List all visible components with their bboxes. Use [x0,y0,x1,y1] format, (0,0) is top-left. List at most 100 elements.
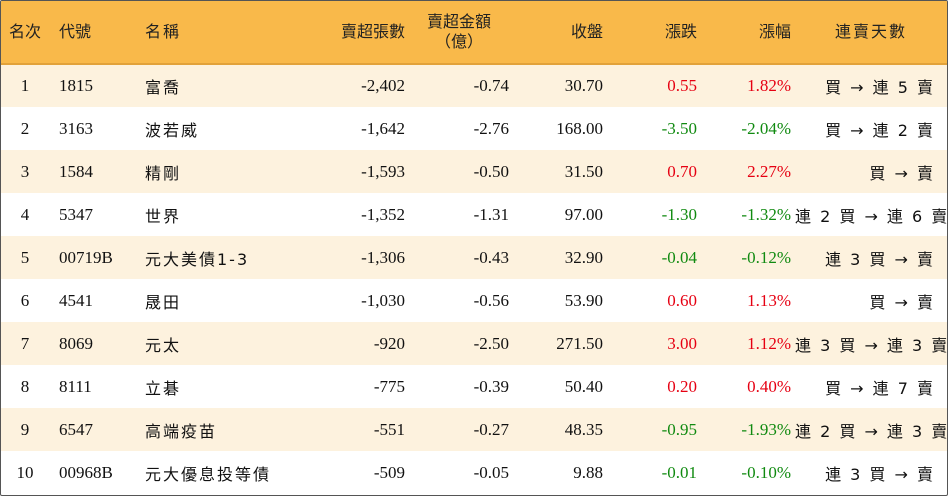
cell-rank: 1 [20,76,30,95]
cell-name[interactable]: 元大優息投等債 [145,464,272,484]
cell-streak: 連 3 買 → 賣 [825,249,935,269]
header-streak[interactable]: 連賣天數 [834,22,907,41]
cell-sell-volume: -920 [373,333,405,353]
table-row[interactable]: 10 00968B 元大優息投等債 -509 -0.05 9.88 -0.01 -0.10% 連… [1,451,947,494]
cell-sell-volume: -2,402 [361,76,405,95]
table-row[interactable]: 4 5347 世界 -1,352 -1.31 97.00 -1.30 -1.32% 連 2 買 … [1,193,947,236]
cell-name[interactable]: 世界 [145,206,182,226]
cell-change-pct: 1.12% [747,333,791,353]
cell-rank: 4 [20,204,30,224]
cell-change-pct: -0.12% [741,247,791,267]
cell-streak: 買 → 賣 [869,292,935,312]
table-row[interactable]: 9 6547 高端疫苗 -551 -0.27 48.35 -0.95 -1.93% 連 2 買 … [1,408,947,451]
header-sell-amount-line1: 賣超金額 [426,12,491,31]
header-sell-amount[interactable]: 賣超金額 （億） [409,1,513,64]
cell-name[interactable]: 富喬 [145,78,182,97]
cell-sell-volume: -1,306 [361,247,405,267]
cell-change: 0.20 [667,376,697,396]
cell-sell-amount: -0.74 [473,76,509,95]
cell-code[interactable]: 1584 [59,161,93,181]
cell-change-pct: 1.82% [747,76,791,95]
cell-name[interactable]: 立碁 [145,378,182,398]
cell-streak: 買 → 連 7 賣 [825,378,935,398]
cell-sell-amount: -1.31 [473,204,509,224]
cell-sell-amount: -0.27 [473,419,509,439]
cell-close: 53.90 [564,290,603,310]
cell-sell-volume: -1,030 [361,290,405,310]
cell-sell-amount: -0.56 [473,290,509,310]
cell-change: -3.50 [661,118,697,138]
table-row[interactable]: 1 1815 富喬 -2,402 -0.74 30.70 0.55 1.82% 買 → 連 5 … [1,64,947,107]
cell-change-pct: -1.32% [741,204,791,224]
header-change[interactable]: 漲跌 [664,22,697,41]
cell-sell-volume: -509 [373,462,405,482]
cell-sell-amount: -0.39 [473,376,509,396]
cell-streak: 買 → 賣 [869,163,935,183]
table-row[interactable]: 2 3163 波若威 -1,642 -2.76 168.00 -3.50 -2.04% 買 → … [1,107,947,150]
cell-name[interactable]: 元大美債1-3 [145,249,250,269]
table-header: 名次 代號 名稱 賣超張數 賣超金額 （億） 收盤 漲跌 漲幅 連賣天數 [1,1,947,64]
header-code[interactable]: 代號 [59,22,92,41]
cell-close: 97.00 [564,204,603,224]
cell-code[interactable]: 1815 [59,76,93,95]
cell-sell-amount: -2.50 [473,333,509,353]
cell-streak: 買 → 連 5 賣 [825,78,935,97]
cell-streak: 買 → 連 2 賣 [825,120,935,140]
header-name[interactable]: 名稱 [145,22,182,41]
cell-streak: 連 2 買 → 連 3 賣 [795,421,948,441]
cell-code[interactable]: 8069 [59,333,93,353]
cell-rank: 9 [20,419,30,439]
cell-change: 0.55 [667,76,697,95]
cell-close: 168.00 [556,118,603,138]
cell-code[interactable]: 8111 [59,376,92,396]
cell-sell-volume: -1,642 [361,118,405,138]
cell-close: 9.88 [573,462,603,482]
cell-close: 271.50 [556,333,603,353]
cell-close: 31.50 [564,161,603,181]
cell-rank: 2 [20,118,30,138]
cell-code[interactable]: 6547 [59,419,93,439]
cell-change: 3.00 [667,333,697,353]
cell-change-pct: 1.13% [747,290,791,310]
cell-change-pct: -0.10% [741,462,791,482]
cell-sell-volume: -775 [373,376,405,396]
cell-name[interactable]: 波若威 [145,120,200,140]
cell-change-pct: -2.04% [741,118,791,138]
cell-rank: 10 [16,462,34,482]
cell-code[interactable]: 00719B [59,247,113,267]
table-row[interactable]: 8 8111 立碁 -775 -0.39 50.40 0.20 0.40% 買 → 連 7 賣 [1,365,947,408]
cell-streak: 連 3 買 → 連 3 賣 [795,335,948,355]
cell-code[interactable]: 4541 [59,290,93,310]
header-change-pct[interactable]: 漲幅 [758,22,791,41]
cell-close: 30.70 [564,76,603,95]
cell-code[interactable]: 00968B [59,462,113,482]
cell-change-pct: -1.93% [741,419,791,439]
cell-change: -0.01 [661,462,697,482]
header-rank[interactable]: 名次 [8,22,41,41]
table-body: 1 1815 富喬 -2,402 -0.74 30.70 0.55 1.82% 買 → 連 5 … [1,64,947,494]
cell-name[interactable]: 精剛 [145,163,182,183]
cell-name[interactable]: 高端疫苗 [145,421,218,441]
cell-sell-amount: -0.05 [473,462,509,482]
table-row[interactable]: 3 1584 精剛 -1,593 -0.50 31.50 0.70 2.27% 買 → 賣 [1,150,947,193]
table-row[interactable]: 5 00719B 元大美債1-3 -1,306 -0.43 32.90 -0.04 -0.12… [1,236,947,279]
cell-streak: 連 3 買 → 賣 [825,464,935,484]
table-row[interactable]: 6 4541 晟田 -1,030 -0.56 53.90 0.60 1.13% 買 → 賣 [1,279,947,322]
cell-streak: 連 2 買 → 連 6 賣 [795,206,948,226]
cell-code[interactable]: 3163 [59,118,93,138]
cell-change: 0.60 [667,290,697,310]
cell-name[interactable]: 晟田 [145,292,182,312]
table-row[interactable]: 7 8069 元太 -920 -2.50 271.50 3.00 1.12% 連 3 買 → 連… [1,322,947,365]
cell-rank: 6 [20,290,30,310]
cell-rank: 7 [20,333,30,353]
cell-sell-volume: -551 [373,419,405,439]
cell-sell-volume: -1,352 [361,204,405,224]
cell-name[interactable]: 元太 [145,335,182,355]
cell-close: 50.40 [564,376,603,396]
cell-rank: 8 [20,376,30,396]
header-close[interactable]: 收盤 [570,22,603,41]
cell-code[interactable]: 5347 [59,204,93,224]
cell-change: -0.04 [661,247,697,267]
header-sell-volume[interactable]: 賣超張數 [340,22,405,41]
